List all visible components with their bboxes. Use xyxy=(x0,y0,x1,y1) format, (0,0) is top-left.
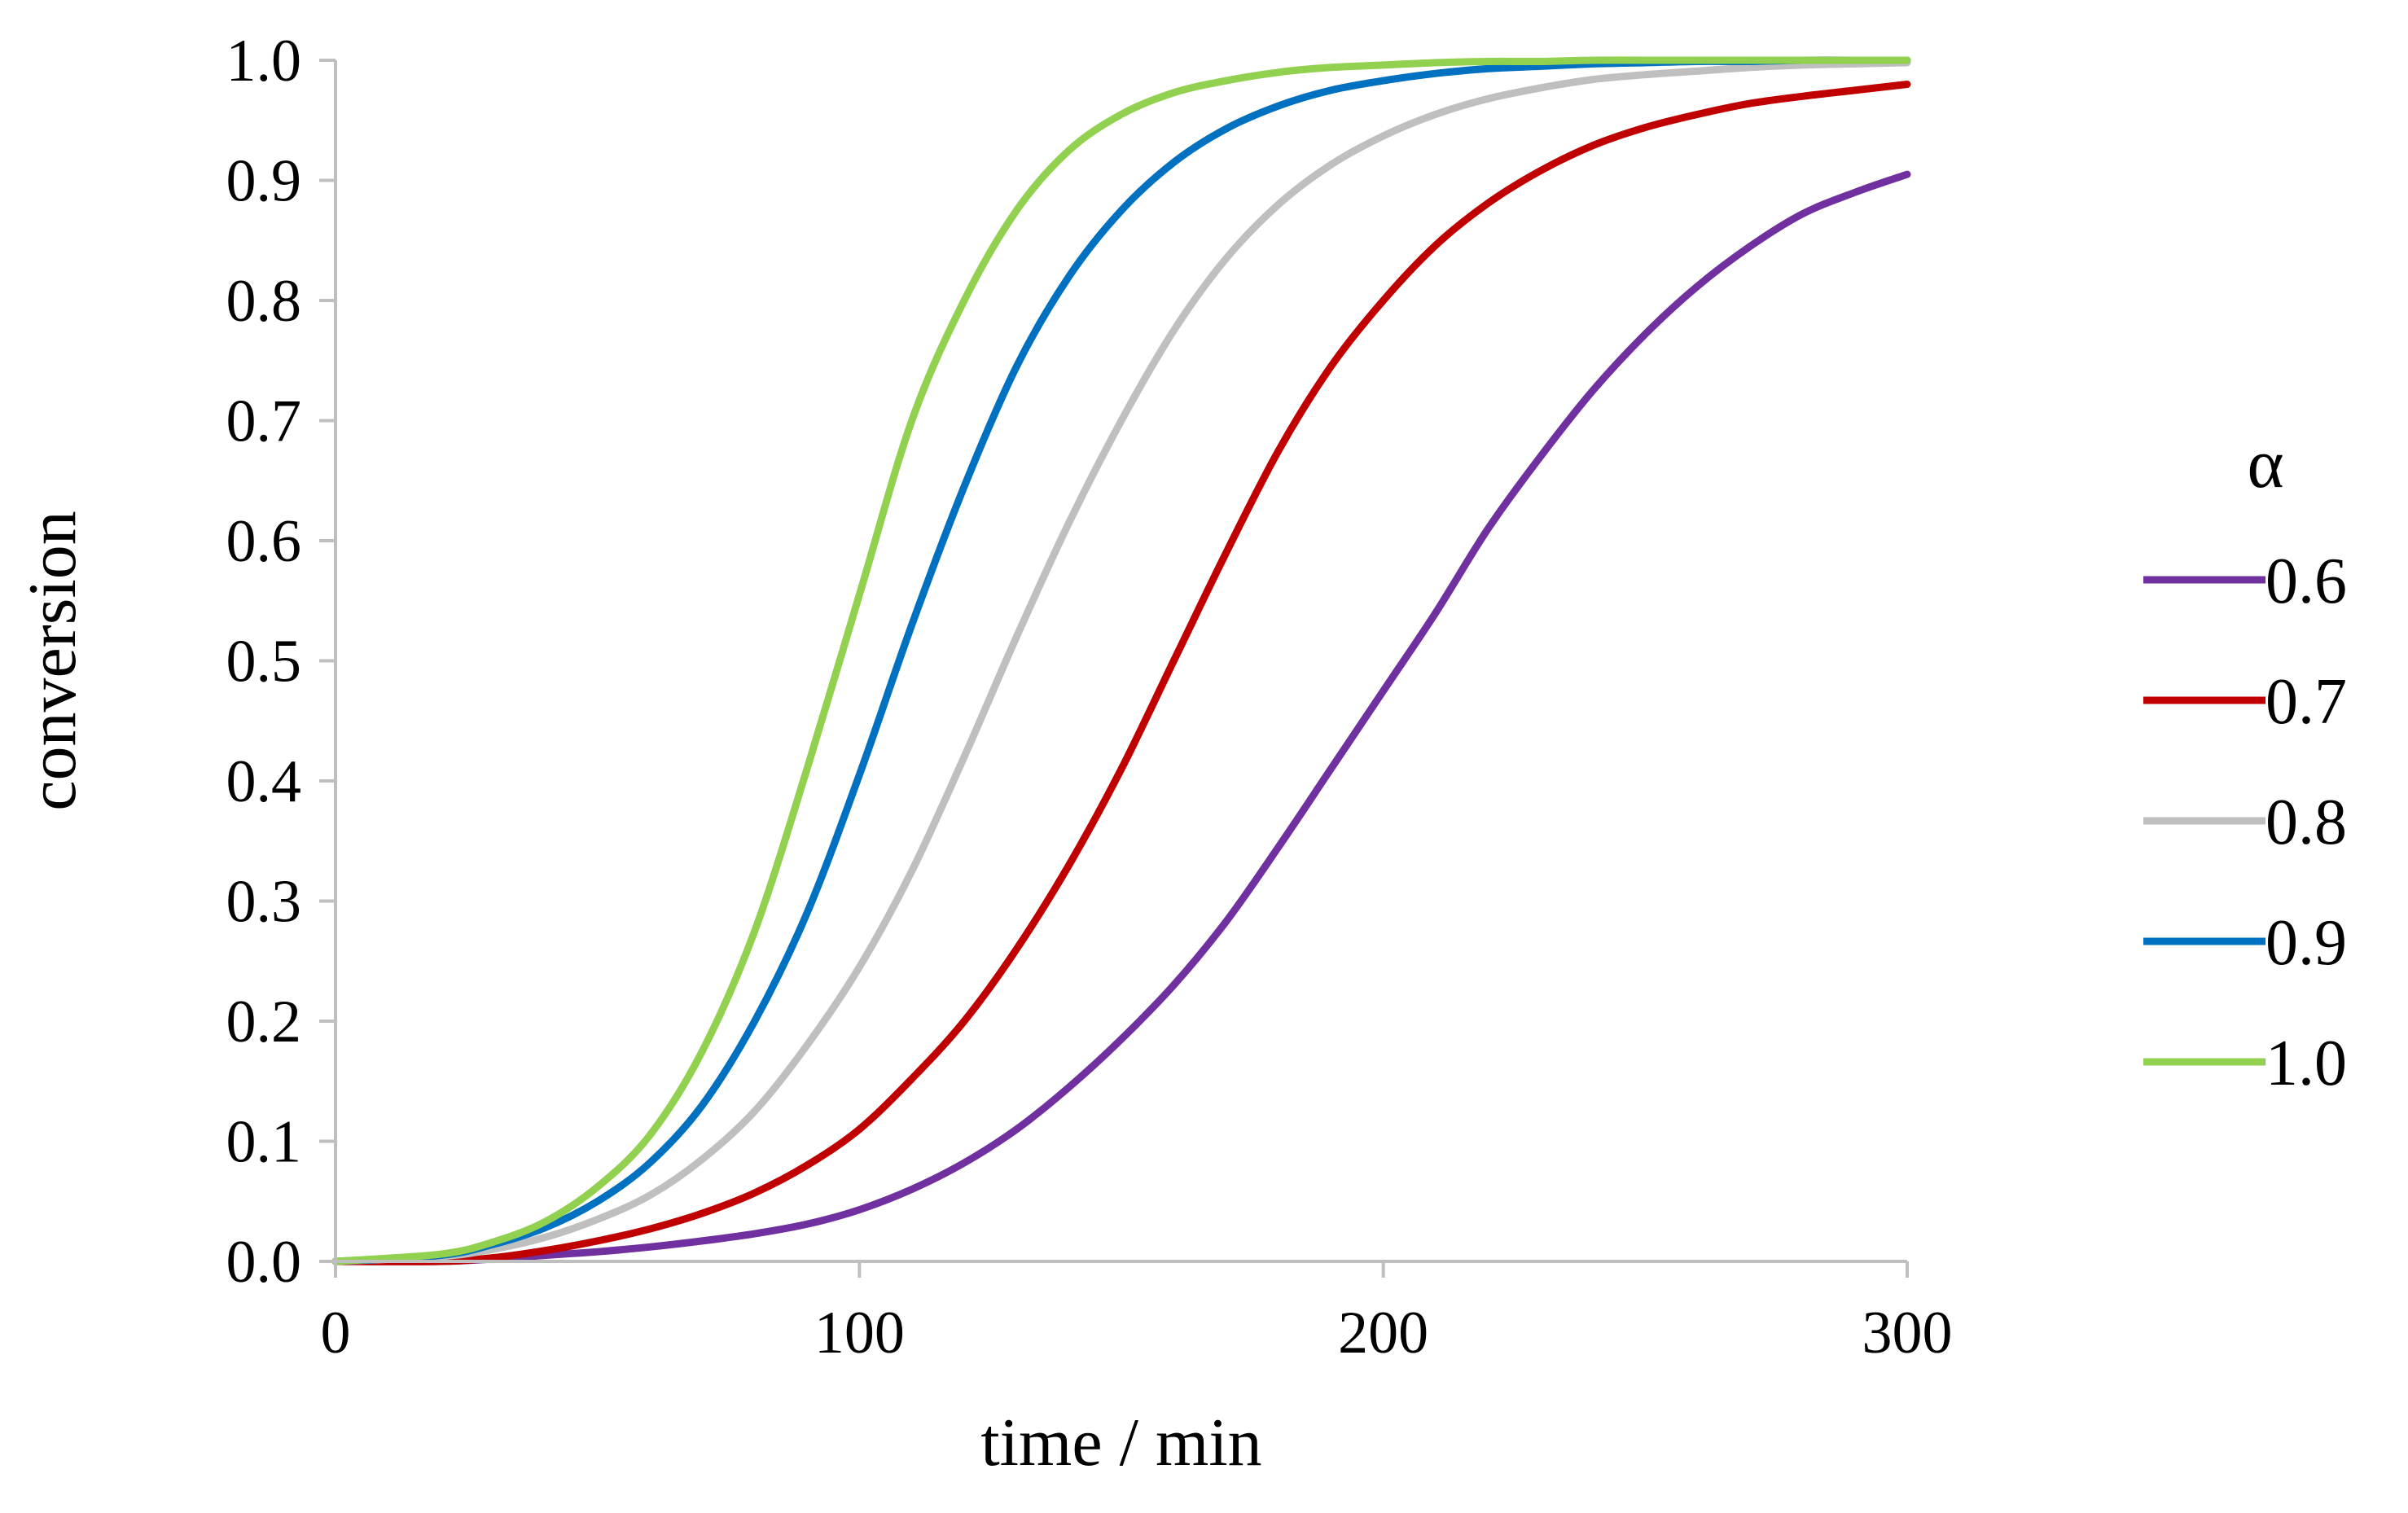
y-tick-label: 0.3 xyxy=(226,869,302,936)
legend-label: 0.8 xyxy=(2265,787,2347,858)
y-tick-label: 0.2 xyxy=(226,989,302,1055)
y-tick-label: 0.4 xyxy=(226,748,302,815)
x-tick-label: 0 xyxy=(321,1300,351,1366)
plot-lines xyxy=(331,56,1911,1265)
x-ticks: 0 100 200 300 xyxy=(321,1261,1953,1366)
y-tick-label: 0.7 xyxy=(226,388,302,455)
x-axis-title: time / min xyxy=(980,1405,1261,1480)
y-tick-label: 0.0 xyxy=(226,1229,302,1296)
y-axis-title: conversion xyxy=(15,511,90,811)
y-tick-label: 0.6 xyxy=(226,508,302,575)
series-line-0-9 xyxy=(331,56,1911,1265)
legend-label: 0.9 xyxy=(2265,907,2347,979)
x-tick-label: 200 xyxy=(1338,1300,1428,1366)
legend-label: 0.6 xyxy=(2265,546,2347,617)
y-tick-label: 0.9 xyxy=(226,148,302,215)
legend: α 0.6 0.7 0.8 0.9 1.0 xyxy=(2143,424,2347,1099)
series-line-0-7 xyxy=(331,81,1911,1265)
y-ticks: 0.0 0.1 0.2 0.3 0.4 0.5 0.6 0.7 0.8 0.9 1.0 xyxy=(226,28,336,1296)
series-line-1-0 xyxy=(331,56,1911,1265)
axes: 0.0 0.1 0.2 0.3 0.4 0.5 0.6 0.7 0.8 0.9 1.0 0 100 20… xyxy=(226,28,1953,1366)
legend-label: 0.7 xyxy=(2265,666,2347,738)
legend-title: α xyxy=(2247,424,2283,502)
series-line-0-6 xyxy=(331,170,1911,1265)
y-tick-label: 0.8 xyxy=(226,268,302,335)
y-tick-label: 0.5 xyxy=(226,629,302,695)
x-tick-label: 300 xyxy=(1862,1300,1953,1366)
legend-items: 0.6 0.7 0.8 0.9 1.0 xyxy=(2143,546,2347,1099)
y-tick-label: 0.1 xyxy=(226,1109,302,1176)
legend-label: 1.0 xyxy=(2265,1028,2347,1099)
y-tick-label: 1.0 xyxy=(226,28,302,94)
series-line-0-8 xyxy=(331,59,1911,1265)
x-tick-label: 100 xyxy=(814,1300,905,1366)
